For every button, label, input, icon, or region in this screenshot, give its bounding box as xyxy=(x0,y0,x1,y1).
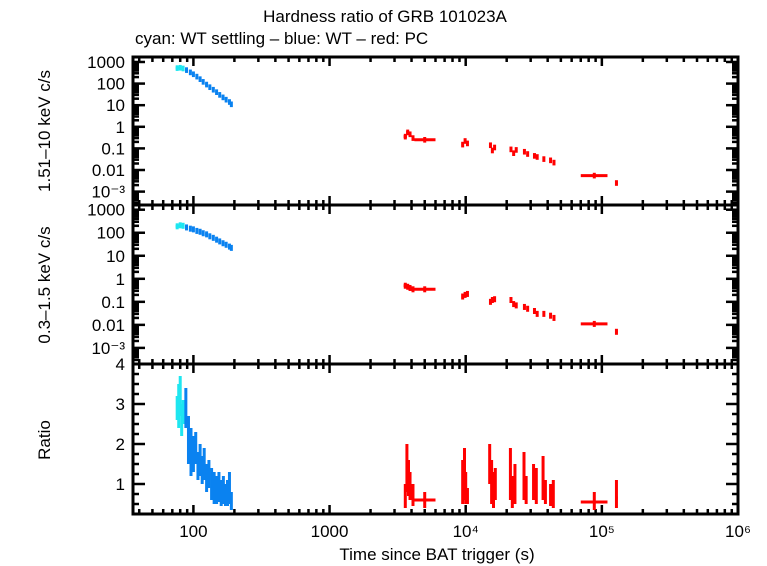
y-tick-label: 100 xyxy=(97,75,125,94)
y-tick-label: 0.01 xyxy=(92,316,125,335)
y-tick-label: 0.1 xyxy=(101,139,125,158)
x-tick-label: 10⁶ xyxy=(725,522,751,541)
x-tick-label: 10⁵ xyxy=(589,522,615,541)
y-tick-label: 0.1 xyxy=(101,293,125,312)
y-tick-label: 1 xyxy=(116,118,125,137)
y-tick-label: 2 xyxy=(116,435,125,454)
y-axis-label-bottom: Ratio xyxy=(35,420,54,460)
panel-bottom: 4 3 2 1 xyxy=(116,355,740,516)
plot-panels: 10001001010.10.0110⁻³10001001010.10.0110… xyxy=(87,53,751,541)
x-tick-label: 10⁴ xyxy=(453,522,479,541)
series-wt-settling xyxy=(175,222,185,230)
y-tick-label: 1000 xyxy=(87,201,125,220)
panel-frame xyxy=(131,55,740,207)
series-wt-settling xyxy=(175,376,185,436)
panel-top: 1000 100 10 1 0.1 0.01 10⁻³ xyxy=(87,53,740,207)
y-tick-label: 10 xyxy=(106,96,125,115)
panel-middle: 1000 100 10 1 0.1 0.01 10⁻³ xyxy=(87,201,740,366)
y-tick-label: 0.01 xyxy=(92,161,125,180)
series-wt xyxy=(185,67,233,108)
series-wt xyxy=(184,388,233,510)
x-tick-label: 1000 xyxy=(311,522,349,541)
series-wt-settling xyxy=(175,64,185,72)
series-wt xyxy=(185,224,233,251)
series-pc xyxy=(403,444,618,510)
chart-subtitle: cyan: WT settling – blue: WT – red: PC xyxy=(135,29,428,48)
y-tick-label: 10⁻³ xyxy=(91,183,125,202)
x-tick-label: 100 xyxy=(179,522,207,541)
y-tick-label: 1 xyxy=(116,270,125,289)
y-axis-label-middle: 0.3–1.5 keV c/s xyxy=(35,226,54,343)
y-tick-label: 100 xyxy=(97,224,125,243)
y-axis-label-top: 1.51–10 keV c/s xyxy=(35,70,54,192)
series-pc xyxy=(403,129,618,186)
y-tick-label: 10 xyxy=(106,247,125,266)
chart-title: Hardness ratio of GRB 101023A xyxy=(263,7,507,26)
y-tick-label: 10⁻³ xyxy=(91,339,125,358)
y-tick-label: 1000 xyxy=(87,53,125,72)
panel-frame xyxy=(131,362,740,516)
panel-frame xyxy=(131,203,740,366)
y-tick-label: 1 xyxy=(116,475,125,494)
y-tick-label: 4 xyxy=(116,355,125,374)
series-pc xyxy=(403,282,618,335)
y-tick-label: 3 xyxy=(116,395,125,414)
x-axis-label: Time since BAT trigger (s) xyxy=(339,545,534,564)
